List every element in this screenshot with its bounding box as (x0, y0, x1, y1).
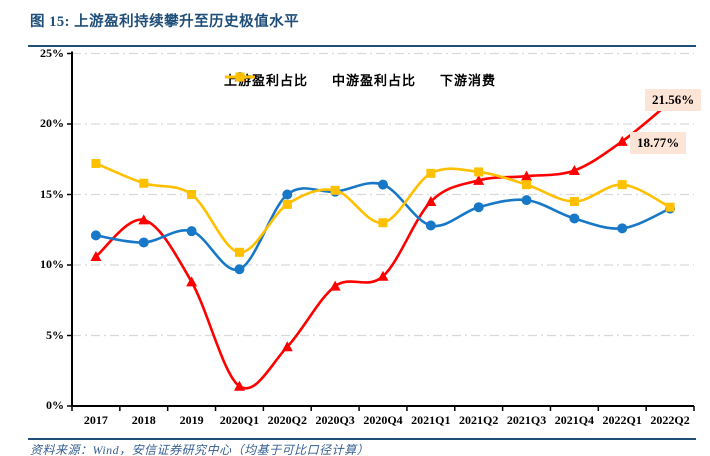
x-tick-label: 2021Q3 (506, 413, 547, 427)
series-line-2 (94, 162, 672, 254)
series-2-point-2020Q4 (378, 218, 388, 228)
series-0-point-2021Q1 (425, 196, 437, 207)
title-divider (28, 45, 696, 47)
series-1-point-2017 (90, 230, 101, 241)
x-tick-label: 2020Q2 (267, 413, 307, 427)
x-tick-label: 2020Q4 (363, 413, 403, 427)
series-2-point-2022Q2 (665, 202, 675, 212)
downstream-line-square-icon (224, 72, 255, 82)
series-1-point-2020Q1 (234, 264, 245, 275)
x-tick-label: 2020Q3 (315, 413, 355, 427)
series-line-0 (94, 100, 672, 390)
series-2-point-2022Q1 (617, 180, 627, 190)
legend-label-downstream: 下游消费 (440, 73, 497, 88)
y-tick-label: 0% (46, 398, 64, 412)
x-tick-label: 2021Q1 (411, 413, 451, 427)
y-tick-label: 5% (46, 327, 64, 342)
series-2-point-2021Q4 (569, 197, 579, 207)
footer-divider (28, 438, 696, 440)
series-0-point-2018 (138, 214, 150, 225)
legend-item-downstream: 下游消费 (224, 70, 497, 89)
figure-title: 图 15: 上游盈利持续攀升至历史极值水平 (30, 14, 300, 30)
x-tick-label: 2021Q2 (459, 413, 499, 427)
series-1-point-2020Q2 (282, 189, 293, 200)
series-0-point-2019 (186, 276, 198, 287)
legend-item-midstream: 中游盈利占比 (224, 70, 417, 89)
y-tick-label: 15% (40, 186, 64, 201)
series-0-point-2017 (90, 251, 102, 262)
series-0-point-2020Q1 (233, 380, 245, 391)
series-1-point-2022Q1 (617, 223, 628, 234)
series-1-point-2021Q4 (569, 213, 580, 224)
series-0-point-2020Q4 (377, 270, 389, 281)
y-tick-label: 10% (40, 257, 64, 271)
series-2-point-2021Q2 (474, 167, 484, 177)
x-tick-label: 2022Q1 (602, 413, 642, 427)
series-0-point-2021Q3 (521, 170, 533, 181)
series-2-point-2017 (91, 158, 101, 168)
series-2-point-2019 (187, 190, 197, 199)
series-1-point-2019 (186, 226, 197, 237)
series-0-point-2021Q2 (473, 174, 485, 185)
chart-area: 上游盈利占比 中游盈利占比 下游消费 21.56% 18.77% 0% 5% 10%… (0, 46, 710, 431)
series-2-point-2020Q2 (282, 199, 292, 209)
series-2-point-2020Q1 (234, 247, 244, 257)
series-0-point-2021Q4 (568, 165, 580, 176)
series-0-point-2020Q2 (281, 341, 293, 352)
x-tick-label: 2022Q2 (650, 413, 690, 427)
series-2-point-2021Q3 (522, 180, 532, 190)
series-1-point-2021Q3 (521, 195, 532, 206)
series-2-point-2021Q1 (426, 168, 436, 178)
y-tick-label: 20% (40, 116, 64, 130)
y-tick-label: 25% (40, 45, 64, 60)
annotation-2022q1-value: 18.77% (630, 132, 687, 154)
x-tick-label: 2017 (83, 413, 108, 427)
x-tick-label: 2020Q1 (219, 413, 260, 427)
series-1-point-2021Q2 (473, 202, 484, 213)
series-1-point-2021Q1 (425, 220, 436, 231)
source-note: 资料来源：Wind，安信证券研究中心（均基于可比口径计算） (30, 443, 370, 456)
annotation-2022q2-value: 21.56% (645, 89, 702, 111)
series-0-point-2022Q1 (616, 135, 628, 146)
x-tick-label: 2019 (179, 413, 204, 427)
chart-canvas (67, 51, 695, 411)
series-1-point-2020Q4 (378, 179, 388, 190)
series-2-point-2020Q3 (330, 185, 340, 195)
series-2-point-2018 (139, 178, 149, 188)
x-tick-label: 2021Q4 (554, 413, 595, 427)
legend-label-midstream: 中游盈利占比 (331, 73, 417, 88)
series-0-point-2020Q3 (329, 280, 341, 291)
legend: 上游盈利占比 中游盈利占比 下游消费 (224, 70, 496, 89)
x-tick-label: 2018 (131, 413, 156, 427)
series-1-point-2018 (138, 237, 149, 248)
